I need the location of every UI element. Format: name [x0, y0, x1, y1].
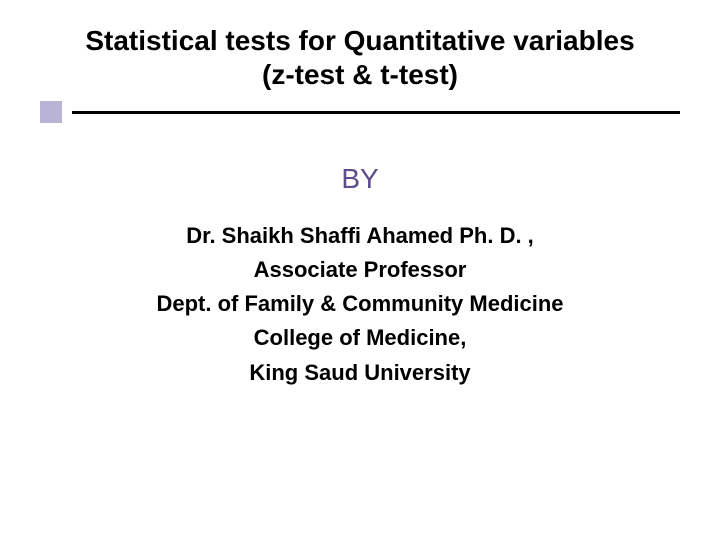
author-college: College of Medicine, [40, 321, 680, 355]
bullet-square-icon [40, 101, 62, 123]
title-block: Statistical tests for Quantitative varia… [40, 24, 680, 91]
author-university: King Saud University [40, 356, 680, 390]
author-name: Dr. Shaikh Shaffi Ahamed Ph. D. , [40, 219, 680, 253]
author-dept: Dept. of Family & Community Medicine [40, 287, 680, 321]
title-line-1: Statistical tests for Quantitative varia… [40, 24, 680, 58]
author-block: Dr. Shaikh Shaffi Ahamed Ph. D. , Associ… [40, 219, 680, 389]
horizontal-rule [72, 111, 680, 114]
author-role: Associate Professor [40, 253, 680, 287]
title-line-2: (z-test & t-test) [40, 58, 680, 92]
slide: Statistical tests for Quantitative varia… [0, 0, 720, 540]
title-divider [40, 101, 680, 123]
by-label: BY [40, 163, 680, 195]
